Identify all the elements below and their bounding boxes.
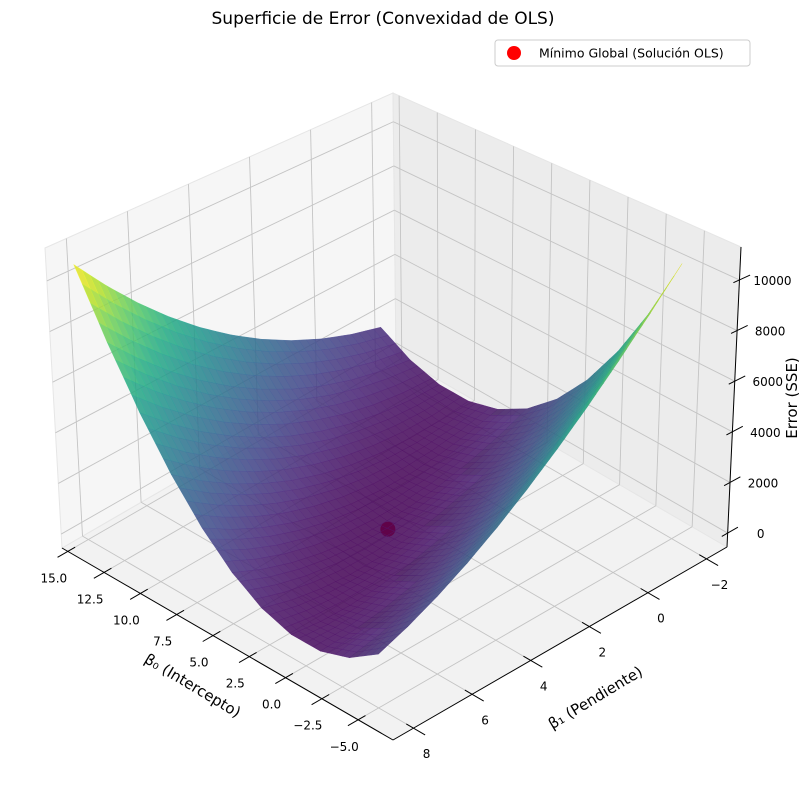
z-tick-mark (726, 425, 744, 436)
y-tick-mark (581, 621, 602, 634)
z-tick-mark (723, 476, 741, 487)
y-tick-label: 2 (598, 646, 606, 660)
floor-gridline-b0 (357, 526, 693, 721)
error-surface (73, 263, 683, 658)
z-tick-label: 2000 (748, 476, 779, 490)
y-tick-label: −2 (711, 578, 729, 592)
z-tick-mark (721, 526, 739, 537)
x-tick-mark (57, 546, 76, 558)
x-tick-label: 12.5 (77, 592, 104, 606)
x-tick-label: 15.0 (40, 571, 67, 585)
x-tick-mark (275, 673, 294, 685)
x-tick-label: 0.0 (262, 698, 281, 712)
wall-gridline-z (52, 209, 395, 383)
axis-lines (57, 246, 751, 741)
z-tick-label: 8000 (755, 325, 786, 339)
x-tick-label: 7.5 (153, 635, 172, 649)
wall-gridline-z (394, 254, 733, 433)
z-axis-line (726, 246, 742, 548)
z-tick-mark (733, 274, 751, 284)
x-tick-mark (347, 715, 366, 727)
wall-gridline-z (46, 121, 394, 282)
y-axis-label: β₁ (Pendiente) (545, 662, 646, 732)
wall-gridline-z (395, 298, 731, 483)
x-tick-mark (311, 694, 330, 706)
x-tick-label: −5.0 (330, 740, 359, 754)
floor-gridline-b0 (321, 505, 657, 700)
wall-gridline-z (393, 165, 738, 331)
wall-gridline-b0 (436, 112, 439, 380)
wall-gridline-b1 (65, 238, 83, 537)
wall-gridline-b0 (473, 129, 476, 401)
surface-facet (370, 646, 387, 656)
tick-labels: 15.012.510.07.55.02.50.0−2.5−5.0−2024680… (40, 274, 791, 761)
chart-title: Superficie de Error (Convexidad de OLS) (212, 9, 555, 29)
wall-gridline-z (393, 121, 740, 281)
x-tick-mark (202, 630, 221, 642)
x-tick-mark (238, 651, 257, 663)
y-tick-mark (523, 655, 543, 668)
y-axis-line (392, 546, 728, 741)
y-tick-mark (405, 723, 426, 736)
wall-gridline-b1 (371, 102, 376, 367)
x-tick-mark (129, 588, 148, 600)
legend-label: Mínimo Global (Solución OLS) (539, 46, 724, 61)
y-tick-mark (640, 588, 660, 600)
x-tick-label: 10.0 (113, 613, 140, 627)
wall-gridline-z (394, 209, 735, 382)
z-tick-label: 6000 (752, 375, 783, 389)
legend: Mínimo Global (Solución OLS) (494, 39, 751, 67)
legend-box (494, 39, 751, 67)
wall-gridline-b0 (510, 146, 515, 422)
z-axis-label: Error (SSE) (783, 357, 799, 439)
y-tick-label: 4 (540, 679, 548, 693)
wall-gridline-b0 (398, 95, 403, 359)
y-tick-label: 0 (657, 612, 665, 626)
wall-gridline-b0 (582, 180, 591, 464)
y-tick-label: 8 (423, 747, 431, 761)
wall-gridline-b0 (691, 230, 705, 527)
x-axis-line (61, 547, 394, 741)
z-tick-label: 10000 (753, 274, 791, 288)
legend-marker (507, 46, 521, 60)
wall-gridline-b0 (619, 197, 629, 485)
x-tick-mark (166, 609, 185, 621)
floor-gridline-b1 (82, 535, 414, 729)
x-tick-label: 5.0 (189, 656, 208, 670)
z-tick-label: 4000 (750, 426, 781, 440)
z-tick-mark (728, 375, 746, 385)
x-tick-label: −2.5 (293, 719, 322, 733)
x-tick-mark (93, 567, 112, 579)
wall-gridline-b0 (655, 213, 667, 506)
z-tick-label: 0 (757, 527, 765, 541)
z-tick-mark (730, 325, 748, 334)
y-tick-mark (464, 689, 484, 702)
y-tick-mark (698, 554, 719, 567)
wall-gridline-b0 (546, 163, 553, 443)
x-tick-label: 2.5 (226, 677, 245, 691)
y-tick-label: 6 (481, 713, 489, 727)
